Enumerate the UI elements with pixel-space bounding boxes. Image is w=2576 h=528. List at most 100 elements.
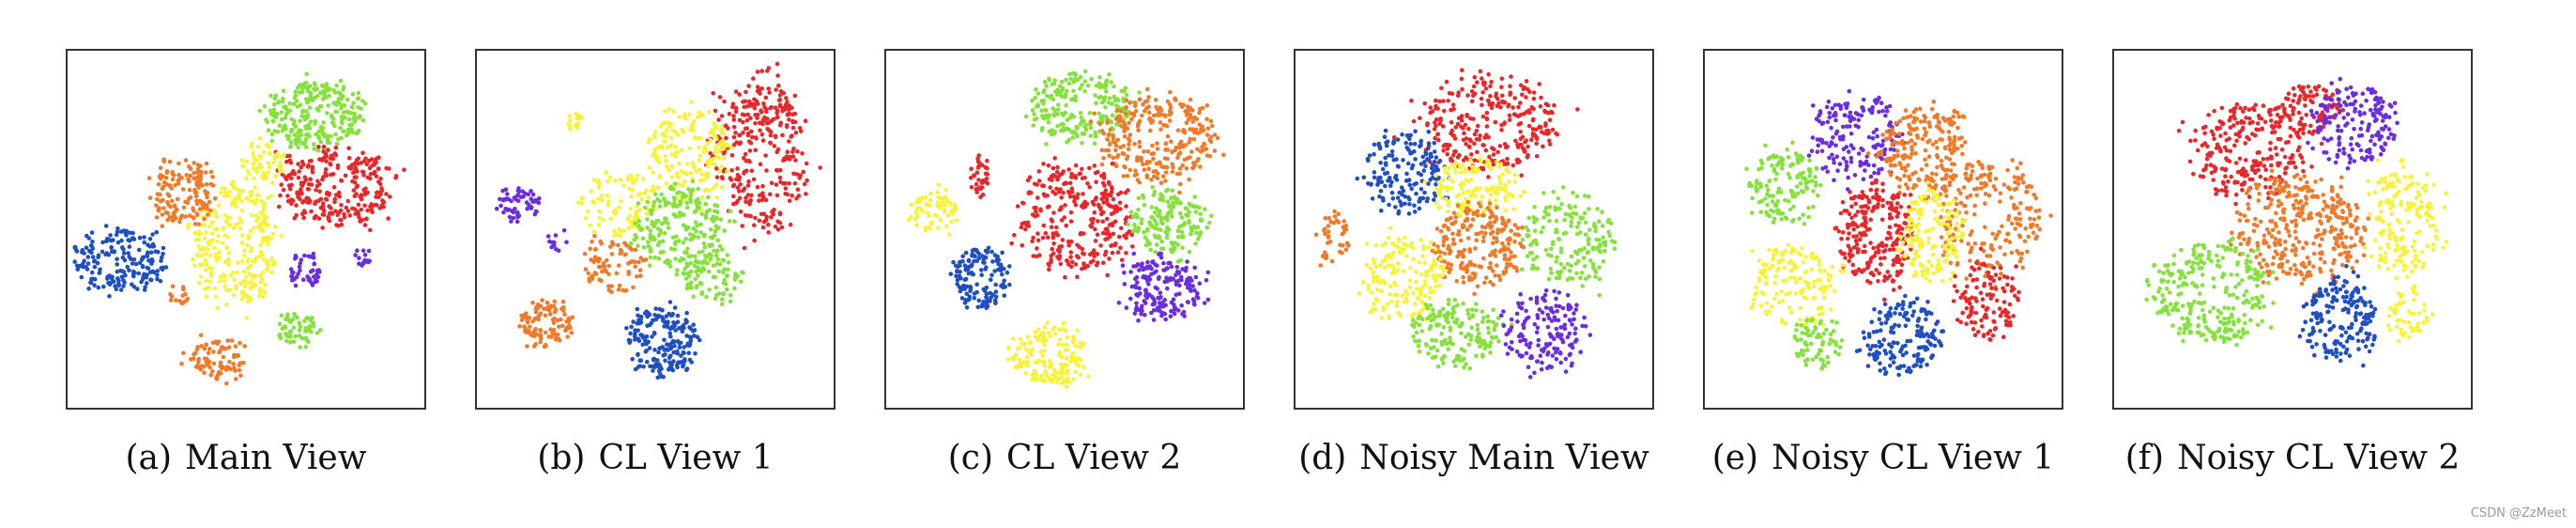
- scatter-point: [353, 253, 358, 257]
- scatter-point: [1460, 180, 1464, 186]
- scatter-point: [253, 256, 259, 260]
- scatter-point: [265, 268, 270, 272]
- scatter-point: [680, 329, 685, 334]
- scatter-point: [1469, 99, 1475, 103]
- scatter-point: [765, 69, 770, 73]
- scatter-point: [352, 111, 358, 116]
- scatter-point: [666, 225, 671, 230]
- scatter-point: [768, 192, 773, 197]
- scatter-point: [1012, 354, 1018, 359]
- scatter-point: [137, 260, 143, 266]
- scatter-point: [1107, 72, 1112, 77]
- scatter-point: [1202, 141, 1206, 147]
- scatter-point: [1519, 142, 1524, 148]
- scatter-point: [1070, 70, 1076, 76]
- scatter-point: [652, 330, 657, 335]
- scatter-point: [597, 210, 603, 214]
- scatter-point: [638, 273, 643, 278]
- scatter-point: [672, 197, 677, 202]
- scatter-point: [295, 135, 299, 141]
- scatter-point: [174, 298, 178, 303]
- scatter-point: [275, 129, 281, 134]
- scatter-point: [350, 91, 356, 97]
- scatter-point: [309, 209, 314, 214]
- cluster-yellow: [646, 100, 733, 213]
- scatter-point: [636, 243, 640, 248]
- scatter-point: [530, 318, 535, 324]
- scatter-point: [515, 211, 520, 217]
- scatter-point: [749, 129, 754, 134]
- scatter-point: [1526, 123, 1532, 129]
- scatter-point: [979, 268, 984, 272]
- scatter-point: [1151, 169, 1156, 174]
- scatter-point: [195, 252, 200, 257]
- scatter-point: [726, 267, 730, 272]
- scatter-point: [1406, 211, 1412, 216]
- scatter-point: [692, 234, 697, 239]
- scatter-point: [1164, 277, 1170, 282]
- scatter-point: [1124, 105, 1128, 110]
- scatter-point: [1107, 256, 1112, 261]
- scatter-plot-c: [884, 49, 1245, 410]
- scatter-point: [280, 172, 285, 177]
- scatter-point: [332, 151, 338, 156]
- scatter-point: [305, 100, 310, 105]
- scatter-point: [270, 231, 276, 237]
- scatter-point: [1434, 98, 1438, 103]
- scatter-point: [797, 126, 803, 131]
- scatter-point: [270, 262, 276, 268]
- scatter-point: [1401, 188, 1406, 194]
- scatter-point: [119, 274, 125, 279]
- scatter-point: [728, 219, 732, 224]
- scatter-point: [517, 324, 522, 329]
- scatter-point: [244, 159, 249, 164]
- scatter-point: [1480, 194, 1484, 199]
- scatter-point: [1047, 77, 1052, 83]
- scatter-point: [237, 192, 242, 196]
- scatter-point: [1059, 218, 1065, 223]
- scatter-point: [781, 181, 786, 186]
- scatter-point: [1034, 205, 1038, 210]
- scatter-point: [936, 225, 941, 231]
- cluster-blue: [948, 245, 1012, 311]
- scatter-point: [278, 193, 283, 198]
- scatter-point: [1096, 260, 1100, 265]
- scatter-point: [126, 251, 130, 256]
- scatter-point: [1107, 96, 1112, 101]
- scatter-point: [333, 146, 339, 150]
- scatter-point: [622, 252, 628, 257]
- scatter-point: [292, 122, 298, 128]
- scatter-point: [204, 229, 208, 235]
- scatter-point: [254, 158, 260, 163]
- scatter-point: [755, 116, 759, 120]
- scatter-point: [1212, 148, 1218, 153]
- scatter-point: [1135, 158, 1140, 163]
- scatter-point: [158, 278, 163, 284]
- scatter-point: [713, 148, 718, 154]
- scatter-point: [669, 313, 675, 318]
- scatter-point: [547, 239, 552, 244]
- scatter-point: [671, 359, 676, 364]
- scatter-point: [932, 212, 938, 218]
- scatter-point: [746, 99, 752, 104]
- scatter-point: [1372, 151, 1376, 157]
- cluster-green: [277, 312, 323, 349]
- scatter-point: [314, 106, 320, 112]
- scatter-point: [708, 137, 713, 143]
- scatter-point: [1070, 354, 1076, 360]
- scatter-point: [514, 219, 520, 225]
- scatter-point: [1487, 101, 1492, 107]
- scatter-point: [938, 217, 943, 223]
- scatter-point: [303, 329, 309, 334]
- scatter-point: [224, 287, 229, 293]
- scatter-point: [194, 182, 200, 187]
- scatter-point: [1184, 281, 1188, 287]
- scatter-point: [1198, 106, 1203, 112]
- scatter-point: [758, 91, 762, 96]
- scatter-point: [752, 238, 757, 243]
- scatter-point: [732, 219, 737, 224]
- scatter-point: [263, 282, 268, 287]
- scatter-point: [652, 313, 657, 318]
- scatter-point: [1389, 179, 1394, 185]
- scatter-point: [614, 271, 620, 276]
